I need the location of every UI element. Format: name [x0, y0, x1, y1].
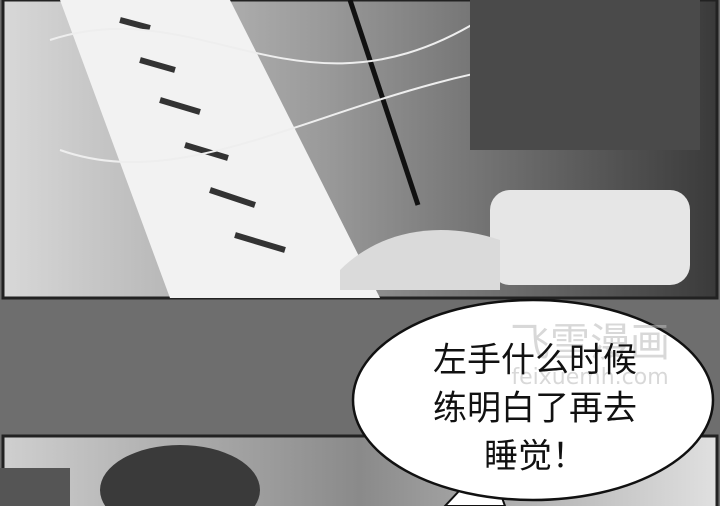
watermark-title: 飞雪漫画	[510, 320, 670, 366]
bubble-line: 左手什么时候	[433, 341, 637, 381]
watermark-url: feixuemh.com	[511, 365, 668, 390]
bubble-line: 练明白了再去	[433, 389, 637, 429]
speech-bubble: 飞雪漫画 feixuemh.com 左手什么时候 练明白了再去 睡觉！	[351, 298, 715, 506]
top-panel	[1, 0, 719, 300]
bubble-line: 睡觉！	[484, 437, 586, 477]
